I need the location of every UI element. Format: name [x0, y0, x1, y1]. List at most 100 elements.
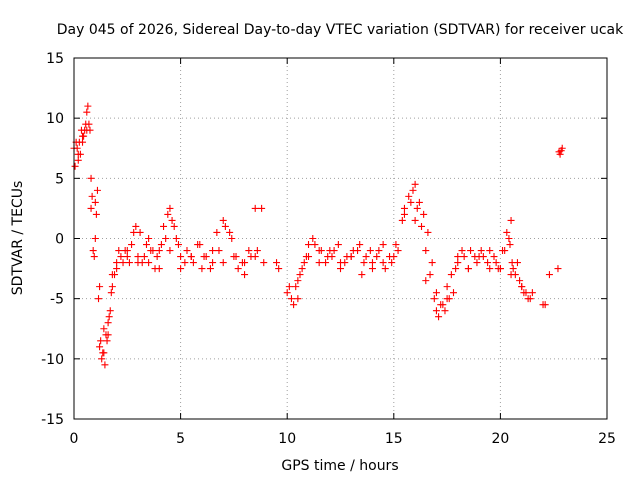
data-point: [275, 265, 283, 273]
data-point: [108, 271, 116, 279]
data-point: [420, 210, 428, 218]
data-point: [411, 216, 419, 224]
data-point: [97, 337, 105, 345]
data-point: [251, 204, 259, 212]
data-point: [315, 259, 323, 267]
data-point: [84, 102, 92, 110]
data-point: [87, 204, 95, 212]
data-point: [503, 228, 511, 236]
data-point: [245, 247, 253, 255]
data-point: [557, 147, 565, 155]
data-point: [172, 235, 180, 242]
data-point: [545, 271, 553, 279]
data-point: [132, 222, 140, 230]
x-axis-label: GPS time / hours: [281, 458, 398, 474]
data-point: [103, 337, 111, 345]
x-tick-label: 0: [70, 431, 79, 447]
data-point: [379, 241, 387, 249]
data-point: [160, 222, 168, 230]
data-point: [486, 247, 494, 255]
x-tick-label: 25: [598, 431, 616, 447]
data-point: [464, 265, 472, 273]
data-point: [189, 259, 197, 267]
data-point: [170, 222, 178, 230]
data-point: [82, 120, 90, 128]
data-point: [140, 253, 148, 261]
data-point: [219, 216, 227, 224]
data-point: [354, 247, 362, 255]
data-point: [415, 198, 423, 206]
data-point: [381, 265, 389, 273]
data-point: [194, 241, 202, 249]
data-point: [198, 265, 206, 273]
data-point: [74, 156, 82, 164]
data-point: [221, 222, 229, 230]
data-point: [166, 247, 174, 255]
data-point: [108, 283, 116, 291]
data-point: [134, 259, 142, 267]
data-point: [230, 253, 238, 261]
data-point: [356, 241, 364, 249]
y-axis-label: SDTVAR / TECUs: [10, 181, 26, 296]
data-point: [368, 265, 376, 273]
data-point: [409, 186, 417, 194]
data-point: [93, 186, 101, 194]
data-point: [136, 228, 144, 236]
data-point: [157, 241, 165, 249]
data-point: [206, 265, 214, 273]
data-point: [162, 235, 170, 242]
data-point: [209, 259, 217, 267]
data-point: [337, 265, 344, 273]
data-point: [496, 265, 504, 273]
data-point: [213, 228, 221, 236]
data-point: [379, 259, 387, 267]
data-point: [458, 247, 466, 255]
data-point: [302, 253, 310, 261]
data-point: [145, 235, 153, 242]
data-point: [241, 271, 249, 279]
data-point: [441, 307, 449, 315]
data-point: [305, 241, 313, 249]
data-point: [392, 241, 400, 249]
data-point: [123, 253, 131, 261]
data-point: [418, 222, 426, 230]
data-point: [326, 247, 334, 255]
data-point: [341, 259, 349, 267]
data-point: [89, 247, 97, 255]
data-point: [177, 265, 185, 273]
y-tick-label: 5: [55, 171, 64, 187]
data-point: [435, 313, 443, 321]
data-point: [79, 138, 87, 146]
data-point: [115, 247, 123, 255]
data-point: [155, 265, 163, 273]
data-point: [439, 301, 447, 309]
data-point: [311, 241, 319, 249]
data-point: [200, 253, 208, 261]
data-point: [104, 319, 112, 327]
data-point: [398, 216, 406, 224]
grid-lines: [74, 58, 607, 419]
data-point: [443, 283, 451, 291]
data-point: [492, 259, 500, 267]
data-point: [130, 228, 138, 236]
data-point: [98, 355, 106, 363]
data-point: [411, 180, 419, 188]
data-point: [362, 253, 370, 261]
data-point: [426, 271, 434, 279]
data-point: [358, 271, 366, 279]
y-tick-label: 10: [46, 111, 64, 127]
data-point: [209, 247, 217, 255]
data-point: [328, 253, 336, 261]
data-point: [83, 126, 91, 134]
data-point: [432, 289, 440, 297]
data-point: [96, 343, 104, 351]
data-point: [92, 210, 100, 218]
data-point: [460, 253, 468, 261]
data-point: [322, 259, 330, 267]
data-point: [407, 198, 415, 206]
data-point: [388, 259, 396, 267]
data-point: [253, 247, 261, 255]
data-point: [100, 325, 108, 333]
data-point: [394, 247, 402, 255]
data-point: [134, 253, 142, 261]
